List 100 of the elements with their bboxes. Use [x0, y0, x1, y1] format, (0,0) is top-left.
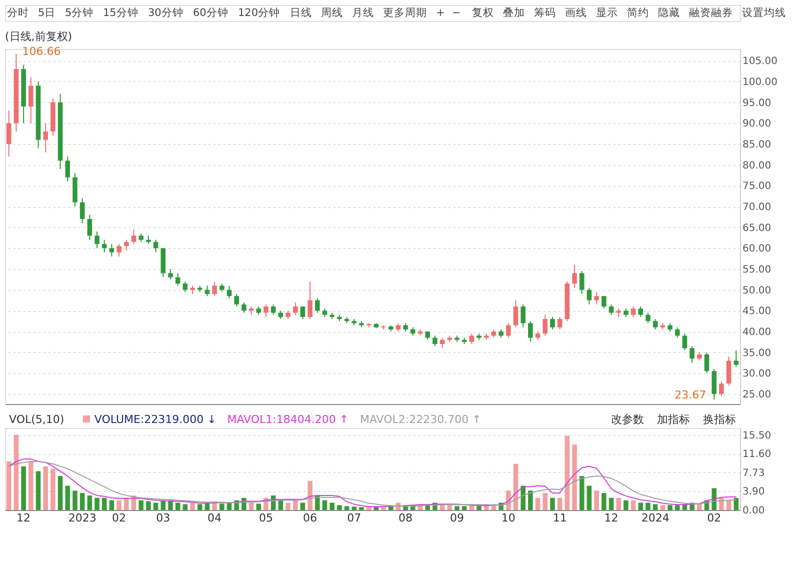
annotation: 23.67 [674, 388, 706, 402]
text: 画线 [565, 6, 587, 19]
bar [572, 444, 577, 510]
text: MAVOL2:22230.700 ↑ [360, 413, 482, 426]
candlestick [579, 270, 584, 294]
y-tick-label: 105.00 [742, 56, 778, 68]
bar [674, 505, 680, 510]
legend-label: VOLUME:22319.000 ↓ [94, 413, 216, 426]
bar [359, 507, 364, 510]
bar [21, 466, 26, 510]
y-tick-label: 55.00 [742, 264, 772, 276]
x-tick-label: 12 [604, 512, 618, 524]
candlestick [94, 231, 100, 249]
bar [72, 490, 78, 510]
bar [190, 502, 195, 510]
x-tick-label: 07 [347, 512, 362, 524]
y-tick-label: 100.00 [742, 77, 778, 88]
bar [175, 502, 180, 510]
bar [719, 498, 724, 510]
text: 60分钟 [193, 7, 228, 19]
text: − [452, 7, 461, 19]
candlestick [520, 304, 526, 328]
y-tick-label: 90.00 [742, 118, 772, 130]
text: 更多周期 [383, 7, 427, 19]
x-tick-label: 08 [398, 512, 413, 524]
text: 叠加 [503, 6, 525, 19]
candlestick [682, 333, 688, 351]
bar [87, 495, 92, 510]
candlestick [65, 156, 70, 182]
candlestick [212, 281, 217, 297]
bar [557, 498, 562, 510]
candlestick [719, 381, 724, 397]
candlestick [690, 346, 694, 364]
candlestick [550, 316, 555, 330]
candlestick [28, 76, 34, 124]
x-tick-label: 10 [501, 512, 516, 524]
text: MAVOL1:18404.200 ↑ [227, 413, 349, 426]
candlestick [542, 314, 548, 336]
bar [153, 502, 158, 510]
bar [226, 502, 232, 510]
candlestick [712, 368, 716, 400]
text: 加指标 [657, 413, 690, 426]
candlestick [513, 300, 518, 328]
bar [564, 436, 570, 510]
bar [586, 486, 592, 510]
x-tick-label: 03 [156, 512, 170, 524]
candlestick [469, 333, 474, 344]
text: 15分钟 [103, 7, 138, 19]
x-tick-label: 12 [16, 512, 31, 524]
bar [109, 500, 114, 510]
bar [14, 434, 19, 510]
bar [102, 498, 107, 510]
bar [65, 486, 70, 510]
chart-title: (日线,前复权) [5, 30, 72, 43]
x-tick-label: 02 [112, 512, 126, 524]
text: 简约 [627, 7, 649, 19]
y-tick-label: 11.60 [742, 449, 772, 460]
candlestick [234, 294, 239, 307]
bar [542, 493, 548, 510]
candlestick [557, 316, 562, 330]
candlestick [528, 320, 533, 342]
candlestick [440, 337, 445, 349]
y-tick-label: 50.00 [742, 285, 772, 296]
candlestick [168, 268, 173, 280]
y-tick-label: 45.00 [742, 306, 772, 318]
bar [36, 471, 41, 510]
bar [646, 502, 650, 510]
candlestick [704, 352, 710, 374]
chart-title: VOL(5,10) [9, 413, 64, 426]
bar [124, 498, 129, 510]
bar [182, 504, 188, 510]
candlestick [646, 312, 650, 324]
candlestick [87, 214, 92, 240]
y-tick-label: 70.00 [742, 202, 772, 213]
bar [550, 498, 555, 510]
bar [197, 504, 202, 510]
bar [602, 493, 606, 510]
y-tick-label: 60.00 [742, 244, 772, 255]
y-tick-label: 65.00 [742, 222, 772, 234]
candlestick [652, 318, 658, 330]
y-tick-label: 7.73 [742, 468, 765, 479]
text: 月线 [352, 6, 374, 19]
bar [535, 498, 540, 510]
bar [381, 507, 386, 510]
bar [50, 468, 56, 510]
bar [638, 502, 644, 510]
candlestick [116, 244, 122, 257]
bar [528, 490, 533, 510]
text: 分时 [7, 6, 29, 19]
bar [330, 502, 334, 510]
candlestick [638, 306, 644, 318]
bar [286, 502, 290, 510]
annotation: 106.66 [22, 44, 61, 58]
bar [300, 502, 306, 510]
text: 隐藏 [658, 6, 680, 19]
bar [616, 498, 621, 510]
bar [608, 498, 614, 510]
y-tick-label: 85.00 [742, 140, 772, 150]
text: 5分钟 [65, 7, 94, 19]
candlestick [131, 228, 136, 244]
